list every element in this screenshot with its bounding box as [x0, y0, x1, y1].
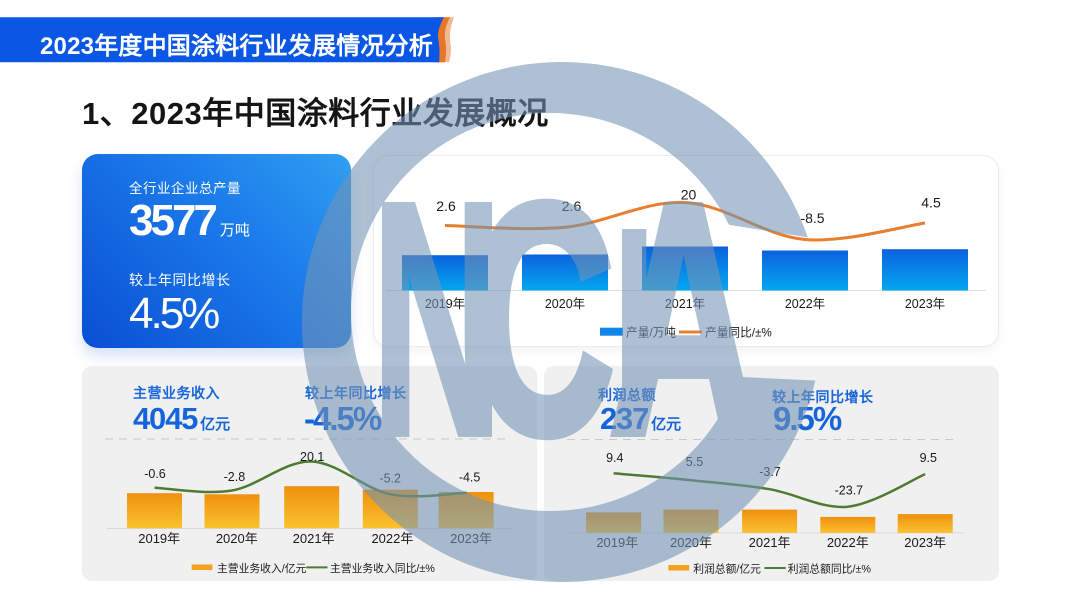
svg-text:利润总额同比/±%: 利润总额同比/±% [788, 562, 872, 576]
svg-text:2022年: 2022年 [785, 297, 825, 311]
svg-text:产量/万吨: 产量/万吨 [626, 326, 676, 340]
svg-text:9.5: 9.5 [920, 451, 937, 465]
svg-text:-0.6: -0.6 [144, 467, 166, 481]
svg-text:主营业务收入同比/±%: 主营业务收入同比/±% [330, 561, 435, 575]
svg-text:2022年: 2022年 [827, 535, 869, 550]
svg-text:2019年: 2019年 [138, 531, 180, 546]
svg-text:2021年: 2021年 [665, 297, 705, 311]
svg-text:2020年: 2020年 [216, 531, 258, 546]
svg-text:20: 20 [681, 187, 697, 203]
svg-text:-4.5: -4.5 [459, 471, 481, 485]
svg-text:5.5: 5.5 [686, 455, 703, 469]
svg-text:4.5: 4.5 [921, 195, 941, 211]
svg-text:产量同比/±%: 产量同比/±% [705, 326, 772, 340]
svg-text:-8.5: -8.5 [800, 210, 824, 226]
svg-text:-2.8: -2.8 [224, 470, 246, 484]
svg-text:利润总额/亿元: 利润总额/亿元 [693, 562, 761, 576]
svg-text:9.4: 9.4 [606, 451, 623, 465]
svg-text:-23.7: -23.7 [835, 484, 864, 498]
svg-text:2019年: 2019年 [425, 297, 465, 311]
svg-text:2021年: 2021年 [749, 535, 791, 550]
svg-text:-5.2: -5.2 [379, 472, 401, 486]
svg-text:2023年: 2023年 [905, 297, 945, 311]
svg-text:2019年: 2019年 [596, 535, 638, 550]
svg-text:2023年: 2023年 [904, 535, 946, 550]
svg-text:主营业务收入/亿元: 主营业务收入/亿元 [217, 561, 307, 575]
svg-text:2.6: 2.6 [562, 198, 582, 214]
svg-text:2.6: 2.6 [436, 198, 456, 214]
svg-text:-3.7: -3.7 [759, 465, 781, 479]
svg-text:2021年: 2021年 [293, 531, 335, 546]
svg-text:2020年: 2020年 [670, 535, 712, 550]
svg-text:2023年: 2023年 [450, 531, 492, 546]
svg-text:2022年: 2022年 [371, 531, 413, 546]
svg-text:20.1: 20.1 [300, 450, 324, 464]
svg-text:2020年: 2020年 [545, 297, 585, 311]
